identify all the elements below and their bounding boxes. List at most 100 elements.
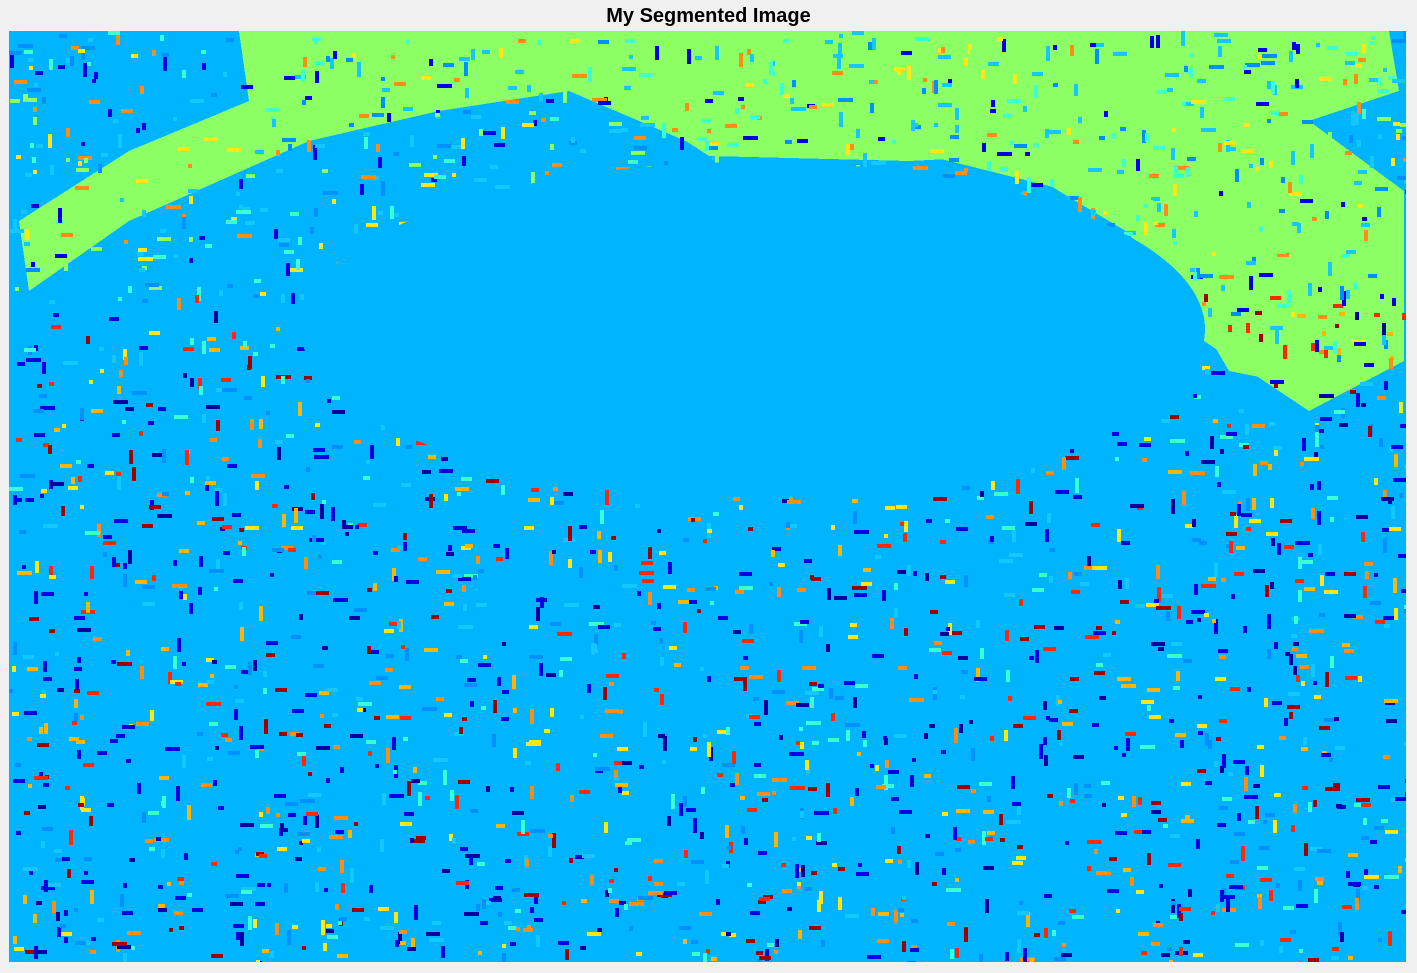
segment-speckle [1403, 158, 1406, 162]
segment-speckle [713, 512, 719, 516]
segment-speckle [1341, 215, 1356, 219]
segment-speckle [1054, 626, 1064, 630]
segment-speckle [964, 168, 968, 172]
segment-speckle [422, 470, 431, 474]
segment-speckle [1283, 906, 1294, 910]
segment-speckle [367, 650, 379, 654]
segment-speckle [27, 88, 41, 92]
segment-speckle [810, 697, 814, 708]
segment-speckle [239, 179, 243, 189]
segment-speckle [960, 695, 965, 699]
segment-speckle [410, 839, 425, 843]
segment-speckle [867, 955, 881, 959]
segment-speckle [622, 761, 632, 765]
segment-speckle [1122, 159, 1126, 167]
segment-speckle [188, 189, 198, 193]
segment-speckle [108, 109, 112, 117]
segment-speckle [513, 748, 517, 758]
segment-speckle [587, 932, 601, 936]
segment-speckle [1053, 83, 1058, 87]
segment-speckle [1134, 210, 1148, 214]
segment-speckle [1194, 211, 1198, 217]
segment-speckle [772, 547, 781, 551]
segment-speckle [323, 943, 327, 951]
segment-speckle [1246, 527, 1251, 531]
segment-speckle [64, 263, 68, 271]
segment-speckle [1103, 653, 1111, 657]
segment-speckle [161, 647, 169, 651]
segment-speckle [910, 775, 914, 787]
segment-speckle [184, 853, 188, 860]
segment-speckle [955, 171, 967, 175]
segment-speckle [369, 885, 373, 893]
segment-speckle [1156, 35, 1160, 48]
segment-speckle [233, 924, 244, 928]
segment-speckle [241, 890, 252, 894]
segment-speckle [188, 130, 192, 139]
segment-speckle [120, 894, 124, 907]
segment-speckle [1084, 784, 1091, 788]
segment-speckle [619, 901, 626, 905]
segment-speckle [559, 670, 563, 677]
segment-speckle [812, 687, 824, 691]
segment-speckle [1258, 897, 1262, 909]
segment-speckle [1044, 928, 1048, 938]
segment-speckle [16, 498, 22, 502]
segment-speckle [364, 137, 368, 149]
segment-speckle [986, 148, 990, 155]
segment-speckle [1183, 940, 1190, 944]
segment-speckle [1357, 803, 1371, 807]
segment-speckle [1351, 339, 1366, 343]
segment-speckle [1084, 794, 1092, 798]
segment-speckle [786, 701, 799, 705]
segment-speckle [799, 630, 803, 643]
segment-speckle [314, 208, 318, 217]
segment-speckle [551, 501, 564, 505]
segment-speckle [413, 767, 417, 773]
segment-speckle [1217, 39, 1231, 43]
segment-speckle [411, 938, 415, 951]
segment-speckle [706, 146, 718, 150]
segment-speckle [1107, 223, 1115, 227]
segment-speckle [16, 831, 21, 835]
segment-speckle [508, 926, 516, 930]
segment-speckle [279, 243, 289, 247]
segment-speckle [16, 438, 22, 442]
segment-speckle [1184, 66, 1188, 72]
segment-speckle [407, 781, 411, 796]
segment-speckle [239, 602, 243, 610]
segment-speckle [382, 88, 390, 92]
segment-speckle [476, 556, 480, 564]
segment-speckle [871, 80, 878, 84]
segment-speckle [160, 35, 164, 41]
segment-speckle [1181, 819, 1194, 823]
segment-speckle [35, 71, 43, 75]
segment-speckle [588, 67, 592, 82]
segment-speckle [71, 477, 75, 484]
segment-speckle [744, 838, 748, 845]
segment-speckle [915, 862, 919, 875]
segment-speckle [1103, 211, 1107, 215]
segment-speckle [98, 164, 102, 173]
segment-speckle [332, 410, 345, 414]
segment-speckle [315, 71, 319, 83]
segment-speckle [381, 77, 385, 81]
segment-speckle [441, 946, 445, 958]
segment-speckle [570, 795, 574, 802]
segment-speckle [1374, 885, 1379, 889]
segment-speckle [142, 585, 155, 589]
segment-speckle [677, 882, 685, 886]
segment-speckle [1314, 889, 1318, 903]
segment-speckle [1201, 584, 1216, 588]
segment-speckle [1300, 199, 1313, 203]
segment-speckle [34, 83, 38, 87]
segment-speckle [1237, 813, 1241, 821]
segment-speckle [211, 93, 217, 97]
segment-speckle [1216, 737, 1221, 741]
segment-speckle [74, 616, 85, 620]
segment-speckle [1259, 334, 1263, 342]
segment-speckle [360, 184, 364, 195]
segment-speckle [1020, 957, 1035, 961]
segment-speckle [1047, 794, 1053, 798]
segment-speckle [525, 859, 529, 867]
